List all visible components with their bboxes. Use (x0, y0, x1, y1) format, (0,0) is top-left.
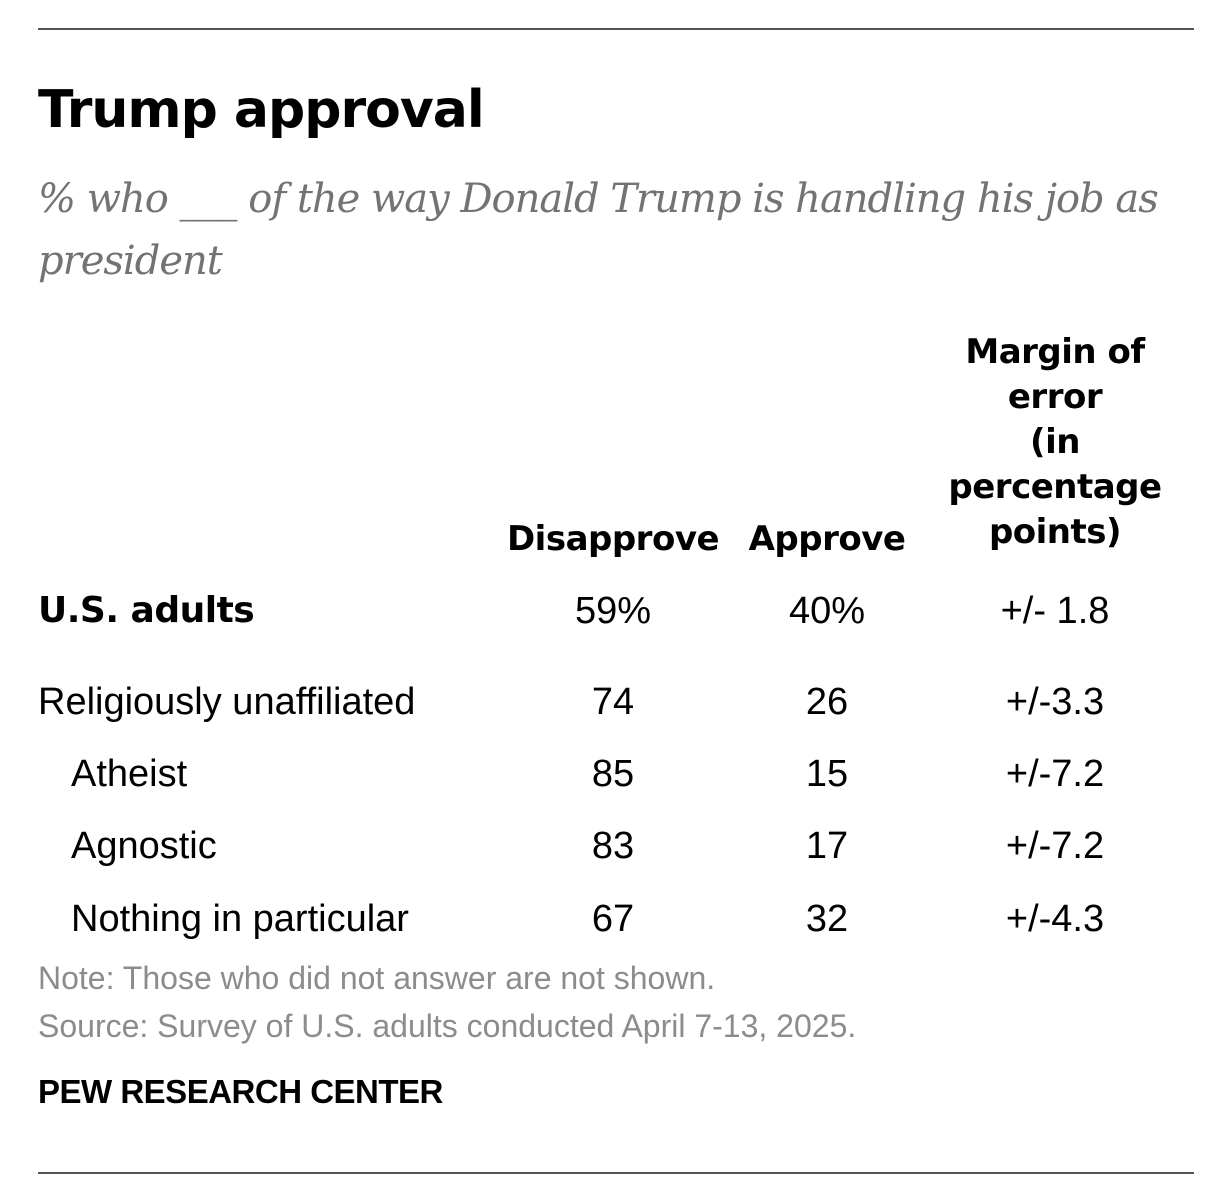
branding: PEW RESEARCH CENTER (38, 1073, 443, 1110)
chart-subtitle: % who ___ of the way Donald Trump is han… (38, 176, 1159, 284)
row-label-religiously-unaffiliated: Religiously unaffiliated (38, 681, 416, 723)
column-header-margin-of-error: Margin of error (in percentage points) (948, 332, 1162, 552)
source-text: Source: Survey of U.S. adults conducted … (38, 1008, 857, 1044)
cell-atheist-margin-of-error: +/-7.2 (1005, 753, 1105, 795)
cell-religiously-unaffiliated-approve: 26 (805, 681, 849, 723)
cell-agnostic-margin-of-error: +/-7.2 (1005, 825, 1105, 867)
note-text: Note: Those who did not answer are not s… (38, 960, 716, 996)
footnotes: Note: Those who did not answer are not s… (38, 954, 856, 1050)
chart-title: Trump approval (38, 80, 485, 140)
cell-religiously-unaffiliated-disapprove: 74 (591, 681, 635, 723)
cell-agnostic-approve: 17 (805, 825, 849, 867)
cell-agnostic-disapprove: 83 (591, 825, 635, 867)
row-label-agnostic: Agnostic (71, 825, 217, 867)
row-label-us-adults: U.S. adults (38, 590, 255, 631)
cell-nothing-in-particular-margin-of-error: +/-4.3 (1005, 898, 1105, 940)
cell-us-adults-disapprove: 59% (574, 590, 652, 632)
cell-us-adults-margin-of-error: +/- 1.8 (1000, 590, 1110, 632)
cell-us-adults-approve: 40% (788, 590, 866, 632)
cell-nothing-in-particular-disapprove: 67 (591, 898, 635, 940)
column-header-approve: Approve (748, 519, 906, 559)
top-divider (38, 28, 1194, 30)
cell-atheist-approve: 15 (805, 753, 849, 795)
row-label-nothing-in-particular: Nothing in particular (71, 898, 409, 940)
bottom-divider (38, 1172, 1194, 1174)
cell-nothing-in-particular-approve: 32 (805, 898, 849, 940)
cell-religiously-unaffiliated-margin-of-error: +/-3.3 (1005, 681, 1105, 723)
row-label-atheist: Atheist (71, 753, 188, 795)
column-header-disapprove: Disapprove (506, 519, 720, 559)
cell-atheist-disapprove: 85 (591, 753, 635, 795)
